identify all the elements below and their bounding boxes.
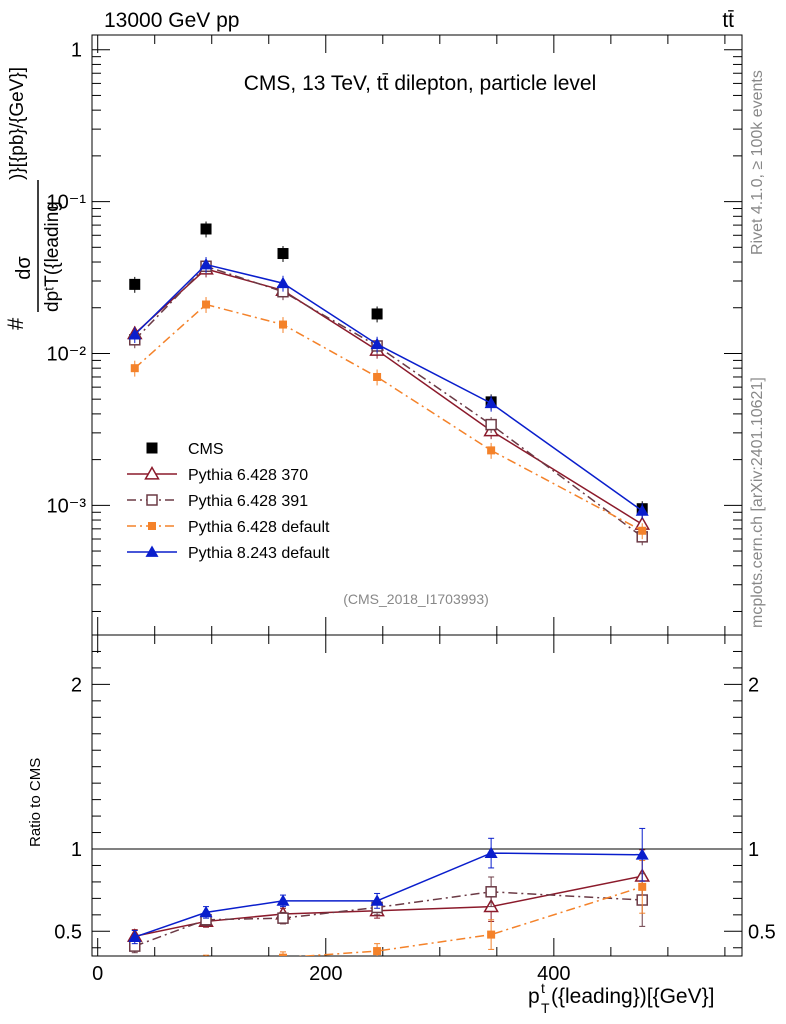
ratio-plot-frame [91,634,743,957]
legend-marker [148,522,156,530]
ratio-plot-panel: 0.5 0.5 1 1 2 2 0 200 400 Ratio to CMS p t T ({l… [27,634,776,1016]
y-tick-label: 10⁻² [47,343,87,365]
ratio-data-series [126,827,651,972]
main-data-series [126,221,651,546]
data-point [638,526,647,535]
legend-marker [145,545,159,557]
legend-label: Pythia 8.243 default [188,545,330,562]
x-label-superscript: t [541,980,545,996]
data-point [635,504,649,516]
legend-marker [146,494,158,506]
data-point [487,446,496,455]
x-label-suffix: ({leading})[{GeV}] [551,985,714,1008]
x-tick-label: 400 [537,963,570,985]
legend-marker [146,442,158,454]
y-tick-label: 10⁻¹ [47,192,87,214]
main-plot-title: CMS, 13 TeV, tt̄ dilepton, particle leve… [244,72,597,95]
series-line [134,265,643,538]
ratio-y-tick-label-right: 2 [748,674,759,696]
ratio-data-point [485,886,497,898]
data-point [202,300,211,309]
legend-label: Pythia 6.428 370 [188,467,308,484]
ratio-data-point [370,894,384,906]
ratio-y-tick-label-left: 2 [71,674,82,696]
ratio-data-point [279,953,288,956]
ratio-y-tick-label-left: 0.5 [54,921,82,943]
ratio-data-point [484,846,498,858]
ratio-series-pythia-8-243-default [128,827,649,945]
data-point [276,276,290,289]
ratio-data-point [276,894,290,906]
y-tick-label: 10⁻³ [47,495,87,517]
legend-item: Pythia 6.428 370 [127,465,308,484]
data-point [484,396,498,409]
energy-label: 13000 GeV pp [104,9,239,32]
series-pythia-6-428-default [130,297,647,540]
ratio-data-point [199,905,213,918]
data-point [279,320,288,329]
y-label-denominator: dpᵗT({leading [42,201,63,312]
ratio-data-point [635,848,649,860]
main-y-axis-label: # dσ dpᵗT({leading )}[{pb}/{GeV}] [3,67,63,330]
ratio-data-point [487,930,496,939]
process-label: tt̄ [722,9,734,32]
y-label-numerator: dσ [13,256,35,280]
data-point [373,372,382,381]
y-tick-label: 1 [71,40,82,62]
legend-item: CMS [146,441,224,458]
ratio-series-line [134,891,643,947]
ratio-series-line [295,886,643,956]
legend-label: Pythia 6.428 default [188,519,330,536]
ratio-data-point [373,947,382,956]
legend-label: Pythia 6.428 391 [188,493,308,510]
y-label-prefix: # [3,317,28,330]
series-line [134,263,643,512]
data-point [199,258,213,270]
ratio-data-point [277,912,289,924]
legend-item: Pythia 8.243 default [127,545,330,562]
legend: CMS Pythia 6.428 370 Pythia 6.428 391 Pythi… [127,441,330,562]
series-line [134,268,643,525]
main-axis-ticks: 1 10⁻¹ 10⁻² 10⁻³ [47,35,742,635]
ratio-axis-ticks: 0.5 0.5 1 1 2 2 0 200 400 [54,635,776,985]
legend-item: Pythia 6.428 default [127,519,330,536]
rivet-version-label: Rivet 4.1.0, ≥ 100k events [749,70,766,255]
ratio-data-point [638,882,647,891]
legend-item: Pythia 6.428 391 [127,493,308,510]
data-point [371,308,383,320]
y-label-suffix: )}[{pb}/{GeV}] [7,67,28,180]
data-point [277,248,289,260]
x-tick-label: 0 [92,963,103,985]
ratio-y-tick-label-right: 1 [748,839,759,861]
ratio-y-tick-label-left: 1 [71,839,82,861]
x-tick-label: 200 [309,963,342,985]
ratio-series-line [134,875,643,937]
data-point [130,364,139,373]
ratio-series-pythia-6-428-default [131,860,647,972]
ratio-y-tick-label-right: 0.5 [748,921,776,943]
series-pythia-8-243-default [128,257,649,520]
analysis-tag: (CMS_2018_I1703993) [343,591,489,607]
data-point [129,278,141,290]
x-label-subscript: T [541,1000,550,1016]
legend-marker [144,465,160,480]
series-line [134,303,643,532]
data-point [200,223,212,235]
data-point [128,328,142,340]
data-point [370,337,384,350]
main-plot-panel: 1 10⁻¹ 10⁻² 10⁻³ CMS, 13 TeV, tt̄ dilepton,… [3,34,743,636]
data-point [485,418,497,431]
ratio-series-line [134,852,643,938]
ratio-y-axis-label: Ratio to CMS [27,758,44,847]
x-axis-label: p t T ({leading})[{GeV}] [528,980,714,1016]
x-label-main: p [528,985,540,1008]
mcplots-label: mcplots.cern.ch [arXiv:2401.10621] [749,377,766,628]
ratio-data-point [202,957,210,965]
ratio-data-point [128,930,142,942]
legend-label: CMS [188,441,224,458]
ratio-data-point [131,964,139,972]
